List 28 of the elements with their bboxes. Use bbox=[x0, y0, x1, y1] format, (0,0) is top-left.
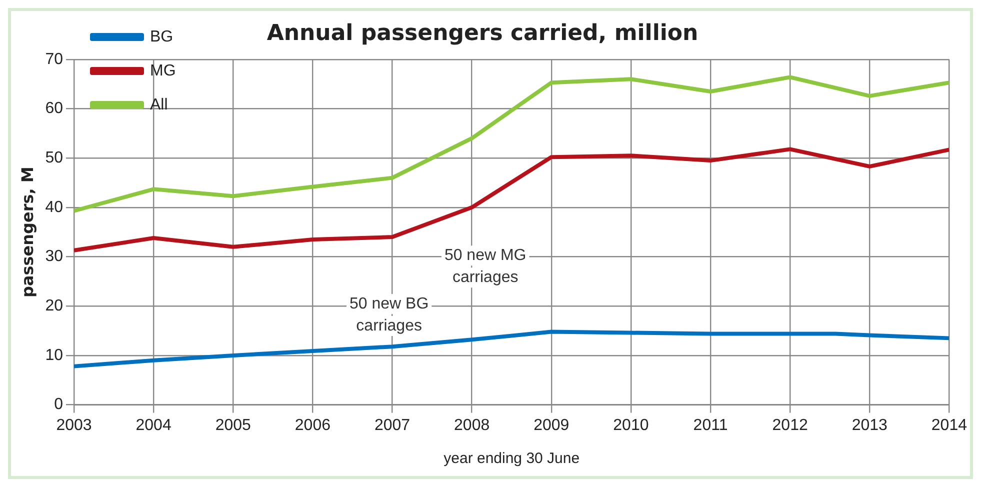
y-tick-label: 70 bbox=[45, 50, 64, 68]
chart-title: Annual passengers carried, million bbox=[266, 20, 698, 46]
x-tick-label: 2012 bbox=[772, 416, 808, 434]
annotation: 50 new BG carriages bbox=[349, 295, 429, 334]
y-tick-label: 0 bbox=[54, 396, 64, 414]
x-tick-label: 2013 bbox=[852, 416, 888, 434]
y-tick-label: 20 bbox=[45, 298, 64, 315]
y-axis-title: passengers, M bbox=[18, 166, 37, 298]
x-tick-label: 2003 bbox=[56, 416, 92, 434]
legend-label: All bbox=[150, 96, 168, 114]
legend-label: MG bbox=[150, 62, 176, 80]
x-tick-label: 2011 bbox=[693, 416, 728, 434]
annotation: 50 new MG carriages bbox=[444, 247, 526, 286]
y-tick-label: 10 bbox=[45, 346, 64, 364]
legend-label: BG bbox=[150, 28, 174, 46]
x-tick-label: 2007 bbox=[374, 416, 410, 434]
x-tick-label: 2014 bbox=[931, 416, 968, 434]
x-tick-label: 2005 bbox=[215, 416, 252, 434]
y-tick-label: 60 bbox=[45, 100, 64, 118]
x-tick-label: 2010 bbox=[613, 416, 649, 434]
y-tick-label: 30 bbox=[45, 248, 64, 266]
x-tick-label: 2009 bbox=[534, 416, 570, 434]
x-axis-title: year ending 30 June bbox=[444, 450, 580, 468]
y-tick-label: 50 bbox=[45, 149, 64, 166]
y-tick-label: 40 bbox=[45, 198, 64, 216]
x-tick-label: 2008 bbox=[454, 416, 490, 434]
x-tick-label: 2004 bbox=[136, 416, 172, 434]
x-tick-label: 2006 bbox=[294, 416, 331, 434]
